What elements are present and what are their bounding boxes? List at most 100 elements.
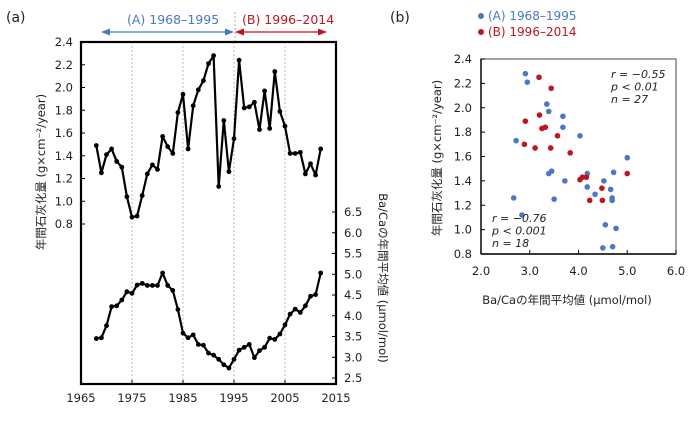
calcification-point <box>262 88 267 94</box>
x-tick-label: 2005 <box>270 391 299 405</box>
scatter-point-a <box>544 101 550 107</box>
y-tick-label: 2.0 <box>454 101 472 115</box>
scatter-point-b <box>599 185 605 191</box>
calcification-point <box>180 91 186 97</box>
left-y-tick-label: 1.6 <box>55 126 73 140</box>
calcification-point <box>297 149 303 155</box>
legend: (A) 1968–1995 (B) 1996–2014 <box>478 9 577 39</box>
scatter-point-a <box>510 195 517 201</box>
right-y-tick-label: 6.0 <box>344 226 362 240</box>
calcification-point <box>155 167 160 172</box>
calcification-point <box>119 164 125 170</box>
calcification-point <box>201 78 206 84</box>
right-y-tick-label: 5.5 <box>344 247 362 261</box>
period-b-arrow <box>235 28 327 36</box>
scatter-point-b <box>522 118 529 124</box>
ba-ca-point <box>129 290 135 296</box>
y-tick-label: 1.0 <box>454 223 472 237</box>
legend-marker-b <box>478 29 484 35</box>
scatter-point-a <box>551 196 557 202</box>
ba-ca-point <box>226 365 232 371</box>
scatter-point-b <box>554 132 561 139</box>
calcification-point <box>134 213 140 219</box>
ba-ca-point <box>262 344 267 350</box>
ba-ca-point <box>201 342 206 348</box>
scatter-point-b <box>536 112 543 118</box>
calcification-point <box>185 146 191 152</box>
x-tick-label: 4.0 <box>569 264 587 278</box>
calcification-point <box>226 169 232 175</box>
calcification-point <box>292 151 298 156</box>
ba-ca-point <box>257 348 262 354</box>
right-y-tick-label: 4.5 <box>344 288 362 302</box>
scatter-y-axis-label: 年間石灰化量 (g×cm⁻²/year) <box>430 80 444 236</box>
ba-ca-point <box>99 335 104 341</box>
ba-ca-point <box>139 280 145 286</box>
x-tick-label: 1985 <box>168 391 197 405</box>
scatter-point-a <box>584 184 591 190</box>
calcification-line <box>95 54 322 219</box>
ba-ca-point <box>211 352 217 358</box>
ba-ca-point <box>313 292 318 297</box>
calcification-point <box>252 99 257 105</box>
x-tick-label: 1995 <box>219 391 248 405</box>
calcification-point <box>277 108 283 114</box>
left-y-axis-label: 年間石灰化量 (g×cm⁻²/year) <box>34 94 48 250</box>
scatter-point-a <box>519 212 525 218</box>
y-tick-label: 2.4 <box>454 52 472 66</box>
calcification-point <box>216 184 222 189</box>
calcification-point <box>124 194 130 200</box>
stats-annotation-b: r = −0.76 <box>492 212 546 225</box>
calcification-point <box>313 172 318 178</box>
left-y-tick-label: 1.0 <box>55 194 73 208</box>
ba-ca-point <box>272 337 278 342</box>
ba-ca-point <box>195 341 201 347</box>
scatter-point-b <box>599 197 606 204</box>
scatter-point-a <box>560 124 566 131</box>
right-y-tick-label: 3.5 <box>344 330 362 344</box>
stats-annotation-a: p < 0.01 <box>610 81 659 94</box>
ba-ca-point <box>308 293 313 299</box>
ba-ca-point <box>165 283 171 288</box>
stats-annotation-b: p < 0.001 <box>491 225 547 238</box>
scatter-point-b <box>579 174 586 181</box>
scatter-point-a <box>609 243 616 250</box>
plot-frame-a <box>79 40 338 386</box>
scatter-x-axis-label: Ba/Caの年間平均値 (μmol/mol) <box>482 293 652 307</box>
scatter-point-b <box>567 150 574 156</box>
scatter-point-a <box>601 178 607 184</box>
ba-ca-point <box>241 344 247 350</box>
calcification-point <box>211 53 217 59</box>
calcification-point <box>99 170 104 176</box>
x-tick-label: 1975 <box>117 391 146 405</box>
calcification-point <box>282 123 288 129</box>
x-tick-label: 5.0 <box>618 264 636 278</box>
ba-ca-point <box>124 289 130 295</box>
scatter-point-a <box>545 170 552 177</box>
calcification-point <box>231 136 237 142</box>
x-tick-label: 6.0 <box>667 264 685 278</box>
scatter-point-a <box>577 132 583 139</box>
calcification-point <box>221 118 227 123</box>
calcification-point <box>267 126 273 131</box>
panel-a: (a) (A) 1968–1995 (B) 1996–2014 1965 1975… <box>6 10 390 405</box>
ba-ca-point <box>104 323 109 329</box>
scatter-point-a <box>545 108 552 115</box>
left-y-tick-label: 2.0 <box>55 81 73 95</box>
calcification-point <box>114 159 120 164</box>
ba-ca-point <box>252 355 257 361</box>
ba-ca-point <box>303 303 308 309</box>
ba-ca-point <box>287 311 293 317</box>
ba-ca-point <box>175 307 181 312</box>
left-y-tick-label: 1.8 <box>55 103 73 117</box>
left-y-tick-label: 2.2 <box>55 58 73 72</box>
left-y-tick-label: 0.8 <box>55 217 73 231</box>
arrow-right-icon <box>318 28 327 36</box>
right-y-tick-label: 6.5 <box>344 205 362 219</box>
left-y-tick-label: 1.4 <box>55 149 73 163</box>
ba-ca-point <box>93 336 99 341</box>
x-tick-label: 2.0 <box>472 264 490 278</box>
right-y-tick-label: 5.0 <box>344 267 362 281</box>
legend-label-a: (A) 1968–1995 <box>488 9 576 23</box>
